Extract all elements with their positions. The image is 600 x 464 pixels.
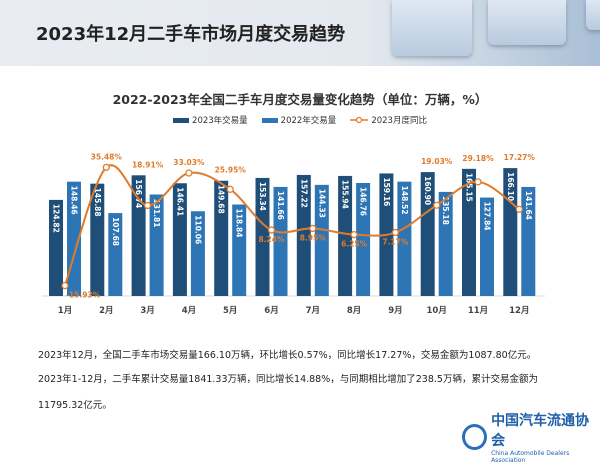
x-tick-label: 3月 <box>140 306 154 316</box>
yoy-value-label: 19.03% <box>421 157 453 166</box>
yoy-value-label: 35.48% <box>91 152 123 161</box>
yoy-point <box>143 201 152 210</box>
bar-2022 <box>397 181 412 296</box>
bar-2022 <box>149 194 164 296</box>
logo-cn: 中国汽车流通协会 <box>491 413 590 449</box>
bar-2023 <box>462 168 476 296</box>
bar-value-label: 146.41 <box>175 187 184 216</box>
bar-value-label: 131.81 <box>152 199 161 228</box>
yoy-point <box>515 205 523 213</box>
legend-item-2022: 2022年交易量 <box>261 114 336 126</box>
bar-value-label: 141.64 <box>524 191 533 220</box>
x-tick-label: 4月 <box>182 306 196 316</box>
x-tick-label: 7月 <box>306 306 320 316</box>
yoy-value-label: 6.25% <box>341 240 368 249</box>
bar-value-label: 165.15 <box>465 173 474 202</box>
x-tick-label: 9月 <box>388 306 402 316</box>
yoy-point <box>226 185 234 193</box>
bar-value-label: 159.16 <box>382 177 391 206</box>
decor-cube <box>488 0 566 45</box>
chart-legend: 2023年交易量 2022年交易量 2023月度同比 <box>0 114 600 126</box>
bar-value-label: 146.76 <box>359 187 368 216</box>
bar-2022 <box>190 211 205 296</box>
bar-2023 <box>49 199 63 296</box>
summary-paragraph-3: 11795.32亿元。 <box>38 400 112 411</box>
bar-value-label: 156.74 <box>134 179 143 208</box>
bar-2022 <box>521 186 536 296</box>
bar-2023 <box>420 172 435 296</box>
bar-value-label: 144.33 <box>317 189 326 218</box>
bar-value-label: 110.06 <box>193 215 202 244</box>
bar-2022 <box>232 204 247 296</box>
bar-2023 <box>131 175 146 296</box>
yoy-point <box>350 230 358 239</box>
yoy-value-label: 25.95% <box>215 166 247 175</box>
yoy-value-label: 7.17% <box>382 238 409 247</box>
yoy-point <box>185 169 193 177</box>
bar-2023 <box>338 175 353 296</box>
cada-logo-mark <box>462 424 488 450</box>
bar-value-label: 149.68 <box>217 185 226 214</box>
bar-value-label: 107.68 <box>111 217 120 246</box>
summary-paragraph-1: 2023年12月，全国二手车市场交易量166.10万辆，环比增长0.57%，同比… <box>38 350 537 361</box>
bar-value-label: 118.84 <box>235 208 244 237</box>
yoy-point <box>433 201 441 209</box>
logo-en: China Automobile Dealers Association <box>491 450 570 464</box>
bar-value-label: 155.94 <box>341 180 350 209</box>
legend-item-yoy: 2023月度同比 <box>350 114 427 126</box>
x-tick-label: 6月 <box>264 306 278 316</box>
bar-2022 <box>438 191 453 296</box>
bar-2022 <box>108 213 123 296</box>
bar-2023 <box>214 180 229 296</box>
x-tick-label: 12月 <box>509 306 529 316</box>
bar-2023 <box>172 183 187 296</box>
bar-2022 <box>314 184 329 296</box>
bar-2022 <box>273 186 288 296</box>
chart-title: 2022-2023年全国二手车月度交易量变化趋势（单位：万辆，%） <box>112 92 488 107</box>
bar-value-label: 145.88 <box>93 188 102 217</box>
bar-value-label: 148.46 <box>70 186 79 215</box>
x-tick-label: 2月 <box>99 306 113 316</box>
yoy-value-label: -15.93% <box>66 291 101 300</box>
yoy-point <box>267 226 276 234</box>
x-tick-label: 1月 <box>58 306 72 316</box>
summary-paragraph-2: 2023年1-12月，二手车累计交易量1841.33万辆，同比增长14.88%，… <box>38 374 538 385</box>
bar-2023 <box>90 183 105 296</box>
decor-cube <box>392 0 472 56</box>
bar-value-label: 148.52 <box>400 186 409 215</box>
x-tick-label: 5月 <box>223 306 237 316</box>
yoy-point <box>309 224 317 233</box>
bar-2023 <box>255 177 270 296</box>
x-tick-label: 11月 <box>468 306 488 316</box>
bar-2023 <box>296 174 311 296</box>
bar-value-label: 166.10 <box>506 172 515 201</box>
yoy-point <box>61 281 69 290</box>
x-tick-label: 8月 <box>347 306 361 316</box>
chart-plot: 124.82 148.46 1月 145.88 107.68 2月 156.74 131.81… <box>42 152 545 316</box>
bar-value-label: 157.22 <box>299 179 308 208</box>
yoy-point <box>102 163 110 172</box>
bar-value-label: 124.82 <box>52 204 61 233</box>
yoy-value-label: 33.03% <box>173 158 205 167</box>
legend-item-2023: 2023年交易量 <box>173 114 248 126</box>
yoy-point <box>391 228 400 237</box>
page-title: 2023年12月二手车市场月度交易趋势 <box>36 24 346 45</box>
bar-2022 <box>480 197 494 296</box>
yoy-value-label: 17.27% <box>504 153 536 162</box>
yoy-value-label: 29.18% <box>462 154 494 163</box>
bar-value-label: 135.18 <box>441 196 450 225</box>
header-banner: 2023年12月二手车市场月度交易趋势 <box>0 0 600 66</box>
yoy-value-label: 18.91% <box>132 160 164 169</box>
bar-value-label: 141.66 <box>276 191 285 220</box>
yoy-value-label: 8.95% <box>300 233 327 242</box>
x-tick-label: 10月 <box>427 306 447 316</box>
bar-value-label: 127.84 <box>483 202 492 231</box>
decor-cube <box>586 0 600 30</box>
yoy-point <box>474 178 482 186</box>
bar-value-label: 153.34 <box>258 182 267 211</box>
bar-value-label: 160.90 <box>423 176 432 205</box>
cada-logo: 中国汽车流通协会 China Automobile Dealers Associ… <box>462 410 600 464</box>
bar-2022 <box>356 182 371 296</box>
yoy-value-label: 8.24% <box>258 235 285 244</box>
